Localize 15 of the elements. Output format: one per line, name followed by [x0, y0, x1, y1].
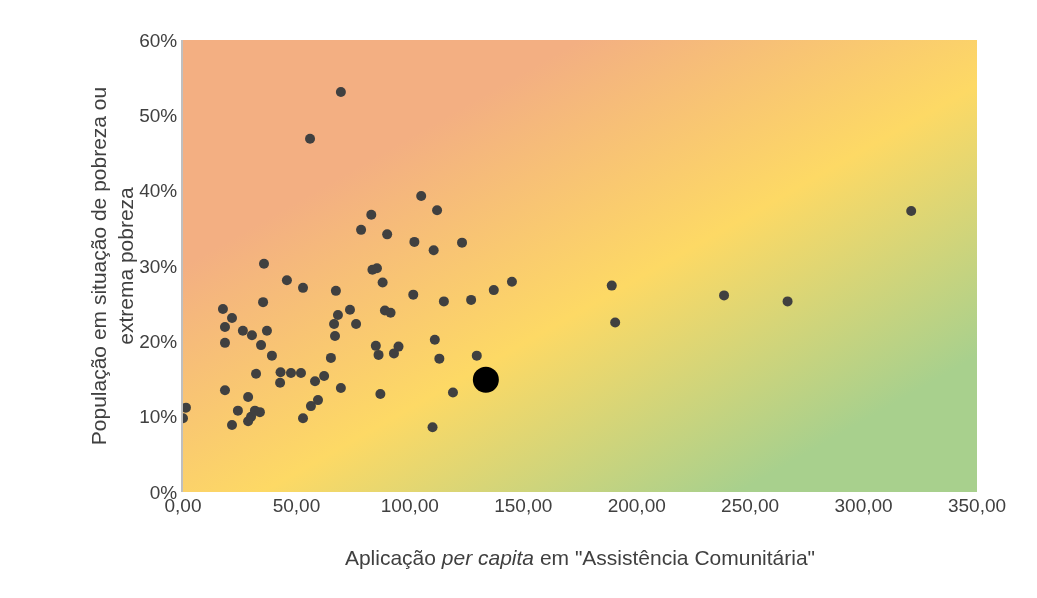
y-tick-label: 60% [139, 29, 178, 51]
x-axis-title: Aplicação per capita em "Assistência Comunitária" [344, 546, 816, 569]
x-tick-label: 200,00 [607, 495, 666, 516]
x-tick-label: 350,00 [947, 495, 1007, 516]
x-tick-label: 50,00 [272, 495, 321, 516]
x-tick-label: 300,00 [834, 495, 893, 516]
x-tick-label: 150,00 [494, 495, 553, 516]
y-tick-label: 20% [139, 330, 178, 352]
y-tick-label: 40% [139, 180, 178, 202]
x-tick-label: 250,00 [721, 495, 780, 516]
y-tick-label: 10% [139, 406, 178, 428]
y-tick-label: 50% [139, 104, 178, 126]
x-tick-label: 100,00 [380, 495, 439, 516]
y-axis-title: População em situação de pobreza ou extrema pobreza [86, 86, 138, 446]
y-tick-label: 30% [139, 255, 178, 277]
